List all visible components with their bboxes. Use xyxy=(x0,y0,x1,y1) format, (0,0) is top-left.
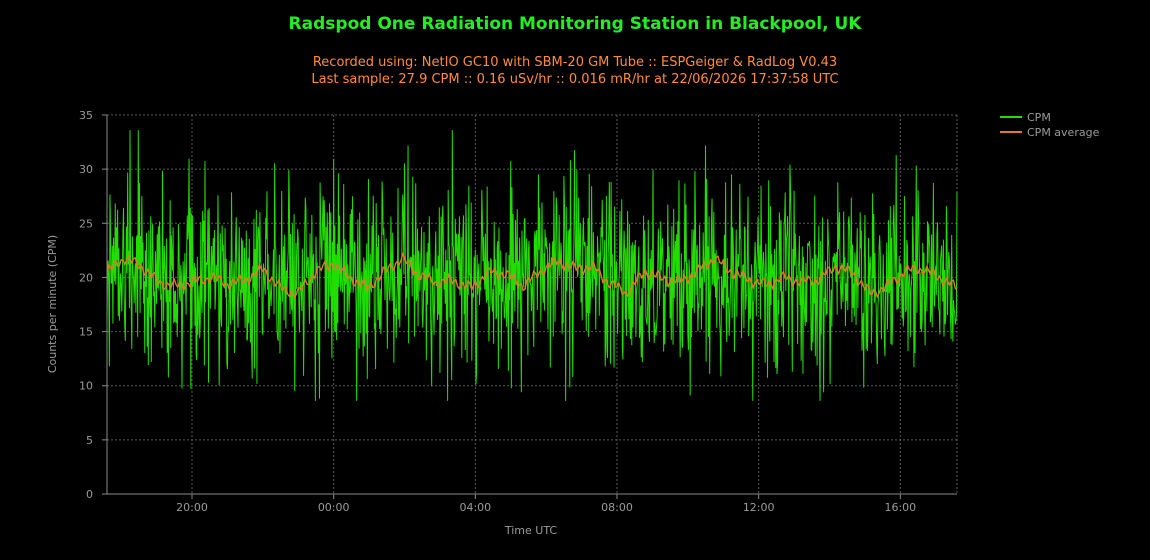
y-axis-title: Counts per minute (CPM) xyxy=(46,235,59,373)
y-tick-label: 10 xyxy=(79,380,93,393)
series-line-cpm-average xyxy=(106,252,958,299)
x-tick-label: 04:00 xyxy=(459,501,491,514)
x-tick-label: 20:00 xyxy=(176,501,208,514)
y-tick-label: 30 xyxy=(79,163,93,176)
chart-title: Radspod One Radiation Monitoring Station… xyxy=(288,14,862,34)
x-tick-label: 12:00 xyxy=(743,501,775,514)
legend-label-cpm-average: CPM average xyxy=(1027,126,1100,139)
y-tick-label: 0 xyxy=(86,488,93,501)
x-axis-title: Time UTC xyxy=(504,524,558,537)
chart-axes: 0 5 10 15 20 25 30 35 20:00 00:00 04:00 08:00 12:00 1… xyxy=(79,109,957,514)
x-tick-label: 16:00 xyxy=(884,501,916,514)
y-tick-label: 5 xyxy=(86,434,93,447)
chart-series xyxy=(106,130,958,401)
series-line-cpm xyxy=(106,130,958,401)
x-tick-label: 00:00 xyxy=(318,501,350,514)
chart-legend[interactable]: CPM CPM average xyxy=(1000,111,1100,139)
y-tick-label: 25 xyxy=(79,217,93,230)
y-tick-label: 15 xyxy=(79,326,93,339)
y-tick-label: 35 xyxy=(79,109,93,122)
y-tick-label: 20 xyxy=(79,271,93,284)
chart-subtitle-recorded: Recorded using: NetIO GC10 with SBM-20 G… xyxy=(312,55,838,70)
legend-label-cpm: CPM xyxy=(1027,111,1051,124)
chart-subtitle-last-sample: Last sample: 27.9 CPM :: 0.16 uSv/hr :: … xyxy=(311,72,839,87)
x-tick-label: 08:00 xyxy=(601,501,633,514)
